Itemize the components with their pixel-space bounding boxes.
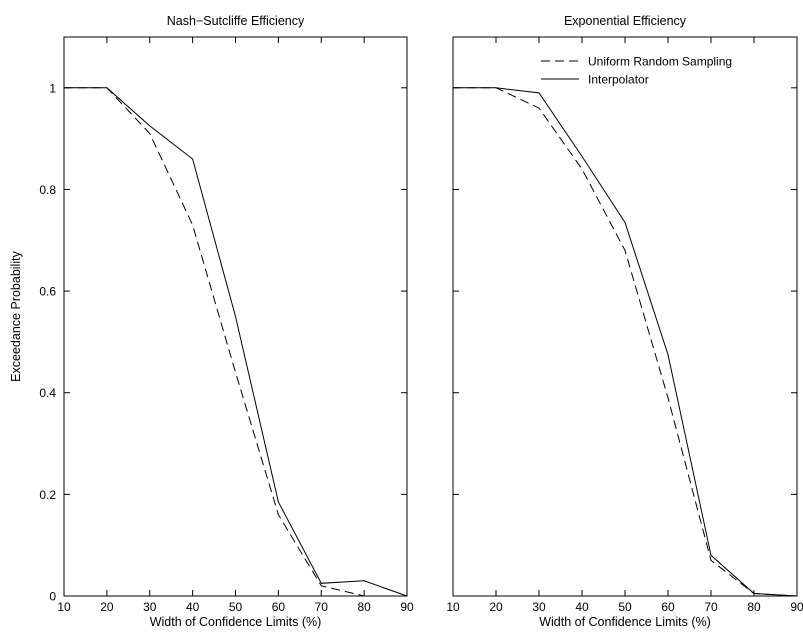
- series-line-uniform-random-sampling: [453, 87, 798, 597]
- y-tick-label: 0.6: [39, 285, 56, 299]
- x-axis-label: Width of Confidence Limits (%): [539, 615, 711, 629]
- x-tick-label: 10: [446, 600, 460, 614]
- x-tick-label: 80: [747, 600, 761, 614]
- legend-label: Interpolator: [588, 73, 649, 87]
- y-tick-label: 0.2: [39, 488, 56, 502]
- x-tick-label: 30: [143, 600, 157, 614]
- y-tick-label: 1: [49, 81, 56, 95]
- x-tick-label: 80: [357, 600, 371, 614]
- series-line-uniform-random-sampling: [64, 87, 407, 597]
- x-tick-label: 50: [229, 600, 243, 614]
- series-line-interpolator: [453, 87, 798, 597]
- x-tick-label: 50: [618, 600, 632, 614]
- legend-label: Uniform Random Sampling: [588, 55, 732, 69]
- x-axis-label: Width of Confidence Limits (%): [150, 615, 322, 629]
- x-tick-label: 90: [790, 600, 803, 614]
- chart-panel-2: Exponential Efficiency 10 20 30 40 50 60 70 80 90…: [446, 14, 803, 629]
- x-tick-label: 70: [704, 600, 718, 614]
- x-tick-label: 30: [532, 600, 546, 614]
- y-tick-label: 0.4: [39, 386, 56, 400]
- x-tick-label: 90: [400, 600, 414, 614]
- chart-title: Nash−Sutcliffe Efficiency: [167, 14, 305, 28]
- chart-title: Exponential Efficiency: [564, 14, 687, 28]
- y-tick-label: 0.8: [39, 183, 56, 197]
- x-tick-label: 10: [57, 600, 71, 614]
- x-tick-label: 60: [272, 600, 286, 614]
- y-tick-label: 0: [49, 590, 56, 604]
- y-axis-label: Exceedance Probability: [9, 250, 23, 381]
- x-tick-label: 70: [315, 600, 329, 614]
- series-line-interpolator: [64, 87, 408, 597]
- x-tick-label: 40: [186, 600, 200, 614]
- x-tick-label: 40: [575, 600, 589, 614]
- x-tick-label: 60: [661, 600, 675, 614]
- plot-frame: [452, 36, 798, 597]
- x-tick-label: 20: [489, 600, 503, 614]
- x-tick-label: 20: [100, 600, 114, 614]
